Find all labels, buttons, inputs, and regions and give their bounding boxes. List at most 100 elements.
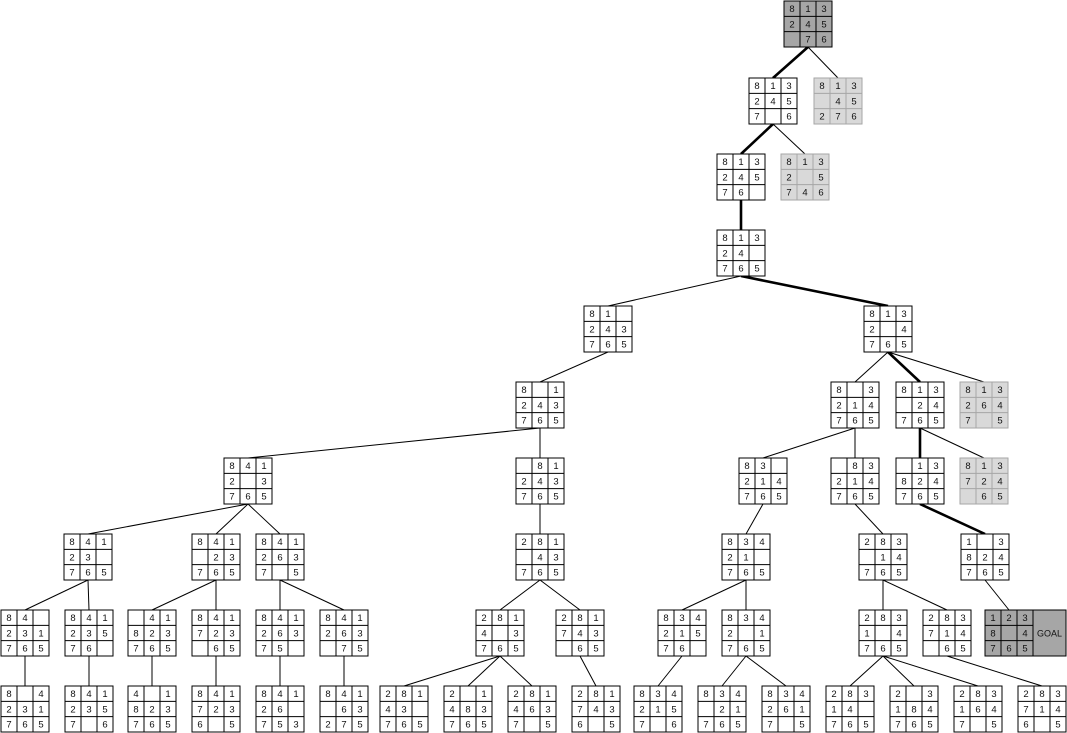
tile-number: 3 — [901, 309, 906, 320]
puzzle-state-normal: 8 1 32 4 7 6 5 — [895, 381, 945, 429]
tile-number: 1 — [864, 628, 869, 639]
tile-number: 8 — [722, 233, 727, 244]
tile-number: 2 — [213, 704, 218, 715]
puzzle-board — [191, 685, 241, 733]
tile-number: 7 — [895, 720, 900, 731]
tile-number: 1 — [917, 385, 922, 396]
tile-number: 5 — [991, 720, 996, 731]
tile-number: 4 — [868, 476, 873, 487]
tile-number: 3 — [818, 157, 823, 168]
tile-number: 1 — [759, 628, 764, 639]
tile-number: 1 — [655, 704, 660, 715]
tile-number: 3 — [821, 4, 826, 15]
tile-number: 3 — [960, 613, 965, 624]
tile-number: 7 — [70, 720, 75, 731]
tile-number: 8 — [261, 689, 266, 700]
tile-number: 7 — [69, 568, 74, 579]
tile-number: 4 — [605, 324, 610, 335]
tile-number: 1 — [990, 613, 995, 624]
tree-edge — [882, 579, 948, 611]
tile-number: 5 — [102, 704, 107, 715]
tree-edge — [579, 655, 597, 687]
puzzle-board — [721, 533, 771, 581]
tile-number: 5 — [735, 720, 740, 731]
tile-number: 2 — [577, 689, 582, 700]
tile-number: 8 — [852, 461, 857, 472]
tile-number: 1 — [835, 81, 840, 92]
tile-number: 4 — [735, 689, 740, 700]
tile-number: 7 — [521, 416, 526, 427]
puzzle-board — [63, 533, 113, 581]
tile-number: 1 — [261, 461, 266, 472]
puzzle-state-normal: 2 8 1 7 4 36 5 — [555, 609, 605, 657]
tile-number: 6 — [917, 416, 922, 427]
tile-number: 6 — [85, 568, 90, 579]
tile-number: 1 — [513, 613, 518, 624]
tile-number: 1 — [102, 689, 107, 700]
tile-number: 4 — [738, 172, 743, 183]
tile-number: 3 — [553, 476, 558, 487]
tile-number: 7 — [727, 644, 732, 655]
puzzle-board — [895, 457, 945, 505]
tile-number: 7 — [521, 568, 526, 579]
puzzle-state-normal: 8 3 42 1 7 6 5 — [697, 685, 747, 733]
tile-number: 4 — [85, 537, 90, 548]
tile-number: 2 — [6, 704, 11, 715]
tile-number: 7 — [481, 644, 486, 655]
tile-number: 2 — [663, 628, 668, 639]
tile-number: 3 — [933, 461, 938, 472]
tree-edge — [151, 579, 217, 611]
tile-number: 7 — [341, 720, 346, 731]
tile-number: 2 — [836, 400, 841, 411]
tile-number: 7 — [928, 628, 933, 639]
puzzle-board — [783, 0, 833, 48]
tile-number: 3 — [545, 704, 550, 715]
tree-edge — [882, 655, 915, 687]
tile-number: 4 — [277, 613, 282, 624]
puzzle-board — [127, 609, 177, 657]
tile-number: 4 — [960, 628, 965, 639]
tile-number: 1 — [917, 461, 922, 472]
tile-number: 8 — [965, 461, 970, 472]
tile-number: 6 — [719, 720, 724, 731]
tile-number: 2 — [719, 704, 724, 715]
tile-number: 6 — [981, 400, 986, 411]
tile-number: 3 — [1055, 689, 1060, 700]
tile-number: 1 — [481, 689, 486, 700]
puzzle-board — [319, 609, 369, 657]
tile-number: 7 — [966, 568, 971, 579]
tile-number: 1 — [553, 385, 558, 396]
tile-number: 8 — [744, 461, 749, 472]
tile-number: 5 — [896, 568, 901, 579]
tile-number: 4 — [901, 324, 906, 335]
tile-number: 8 — [880, 613, 885, 624]
tree-edge — [807, 46, 839, 79]
tile-number: 3 — [927, 689, 932, 700]
puzzle-state-normal: 8 4 1 2 6 3 7 5 — [255, 533, 305, 581]
puzzle-state-normal: 8 4 1 2 67 5 3 — [255, 685, 305, 733]
tile-number: 1 — [738, 233, 743, 244]
tile-number: 2 — [481, 613, 486, 624]
tile-number: 6 — [917, 492, 922, 503]
tile-number: 1 — [852, 476, 857, 487]
tile-number: 8 — [819, 81, 824, 92]
tile-number: 5 — [851, 96, 856, 107]
tile-number: 6 — [1023, 720, 1028, 731]
puzzle-state-normal: 8 4 1 2 3 5 7 6 — [64, 685, 114, 733]
puzzle-board — [555, 609, 605, 657]
tile-number: 7 — [831, 720, 836, 731]
puzzle-board — [127, 685, 177, 733]
tile-number: 7 — [229, 492, 234, 503]
puzzle-board — [761, 685, 811, 733]
tile-number: 1 — [805, 4, 810, 15]
tile-number: 3 — [481, 704, 486, 715]
tile-number: 3 — [997, 461, 1002, 472]
tile-number: 6 — [577, 720, 582, 731]
tile-number: 5 — [821, 19, 826, 30]
tile-number: 6 — [149, 720, 154, 731]
tree-edge — [539, 351, 609, 383]
tile-number: 7 — [639, 720, 644, 731]
tile-number: 2 — [70, 628, 75, 639]
tile-number: 5 — [101, 568, 106, 579]
tile-number: 4 — [1022, 628, 1027, 639]
